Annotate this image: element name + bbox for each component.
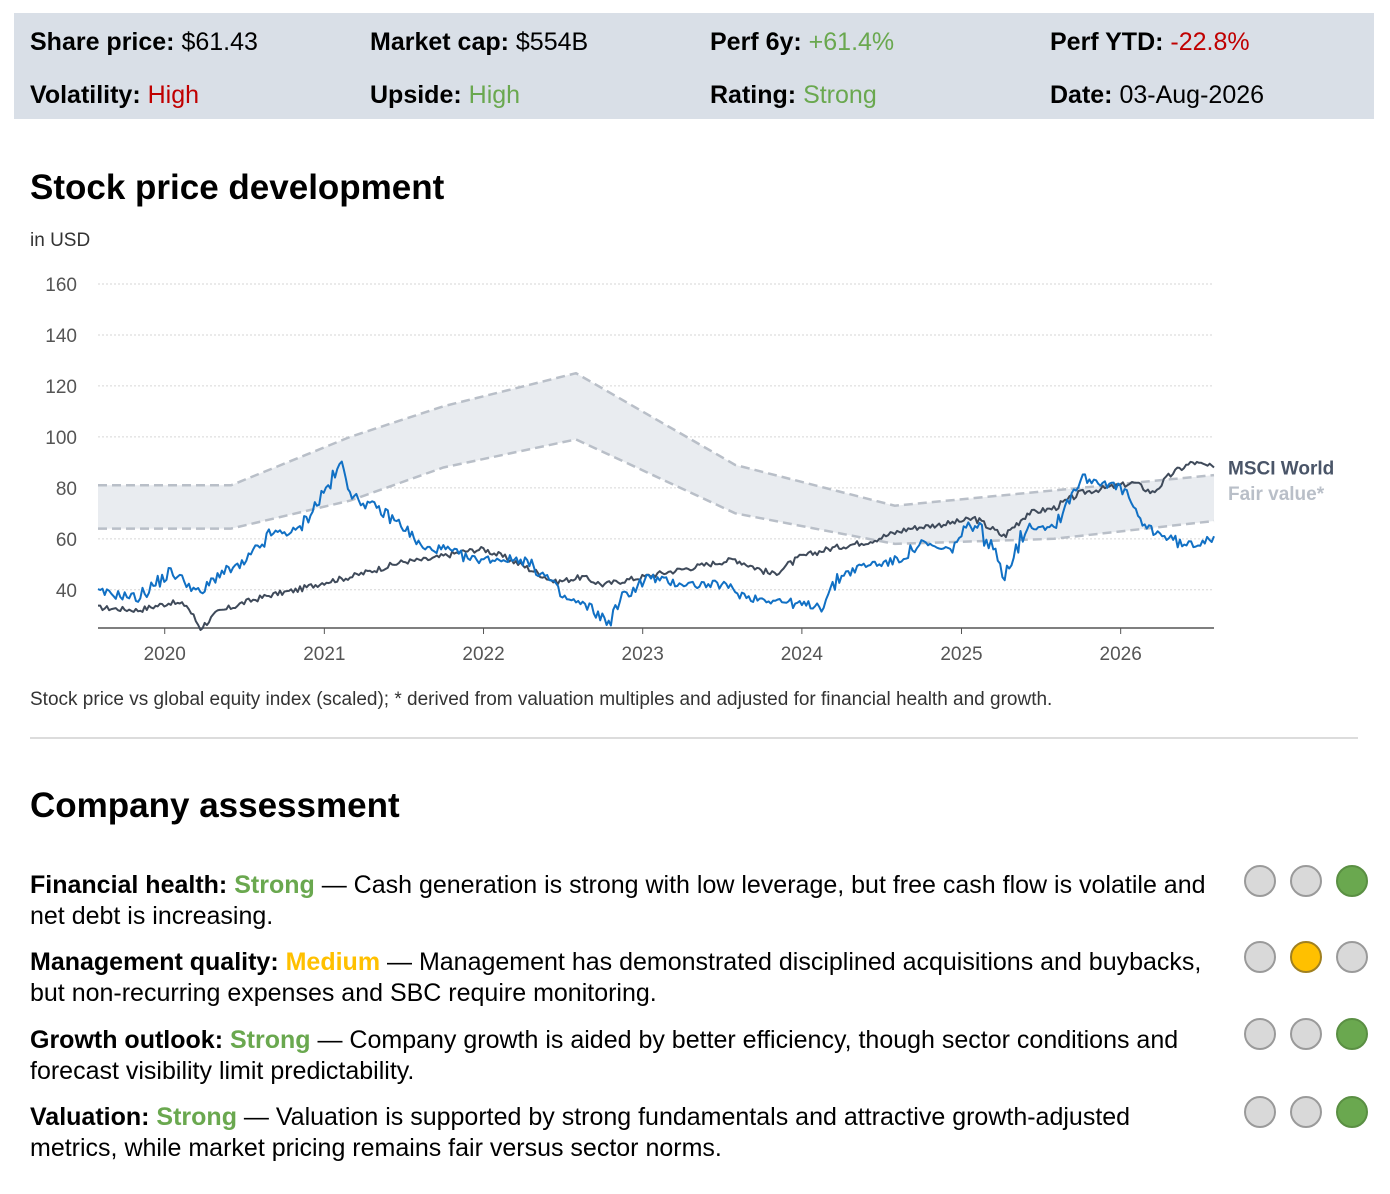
assessment-growth-outlook: Growth outlook: Strong — Company growth … — [30, 1025, 1210, 1087]
x-tick-label: 2021 — [303, 644, 345, 665]
market-cap-value: $554B — [515, 28, 589, 56]
rating-stat: Rating: Strong — [710, 80, 877, 110]
perf-ytd-value: -22.8% — [1170, 28, 1250, 56]
assessment-financial-health: Financial health: Strong — Cash generati… — [30, 870, 1210, 932]
y-tick-label: 160 — [45, 275, 77, 296]
section-divider — [30, 737, 1358, 739]
market-cap-stat: Market cap: $554B — [370, 27, 588, 57]
assessment-label: Growth outlook: — [30, 1026, 224, 1054]
chart-unit-label: in USD — [30, 230, 91, 251]
y-tick-label: 120 — [45, 377, 77, 398]
upside-stat: Upside: High — [370, 80, 520, 110]
date-value: 03-Aug-2026 — [1119, 81, 1265, 109]
perf-ytd-stat: Perf YTD: -22.8% — [1050, 27, 1250, 57]
rating-dot-1 — [1244, 865, 1276, 897]
assessment-label: Management quality: — [30, 948, 279, 976]
x-tick-label: 2020 — [144, 644, 186, 665]
assessment-valuation: Valuation: Strong — Valuation is support… — [30, 1102, 1210, 1164]
assessment-text: — Company growth is aided by better effi… — [30, 1026, 1179, 1085]
legend-fair-value: Fair value* — [1228, 484, 1325, 505]
volatility-stat: Volatility: High — [30, 80, 199, 110]
fair-value-upper-line — [98, 371, 1215, 507]
assessment-management-quality: Management quality: Medium — Management … — [30, 947, 1210, 1009]
volatility-label: Volatility: — [30, 81, 141, 109]
y-tick-label: 80 — [56, 479, 77, 500]
rating-dot-3-active — [1336, 1096, 1368, 1128]
perf-6y-stat: Perf 6y: +61.4% — [710, 27, 894, 57]
stock-price-chart: 40 60 80 100 120 140 160 2020 2021 2022 2023 2024 20… — [45, 275, 1334, 665]
upside-label: Upside: — [370, 81, 462, 109]
assessment-rating: Strong — [234, 871, 315, 899]
assessment-rating: Strong — [156, 1103, 237, 1131]
chart-section-title: Stock price development — [30, 168, 445, 207]
msci-world-line — [98, 460, 1215, 631]
rating-dot-2-active — [1290, 941, 1322, 973]
assessment-label: Valuation: — [30, 1103, 150, 1131]
rating-dot-2 — [1290, 1018, 1322, 1050]
rating-dot-1 — [1244, 1096, 1276, 1128]
rating-label: Rating: — [710, 81, 797, 109]
rating-dot-3 — [1336, 941, 1368, 973]
assessment-text: — Cash generation is strong with low lev… — [30, 871, 1206, 930]
rating-dot-3-active — [1336, 1018, 1368, 1050]
rating-dot-3-active — [1336, 865, 1368, 897]
assessment-text: — Management has demonstrated discipline… — [30, 948, 1202, 1007]
y-tick-label: 140 — [45, 326, 77, 347]
date-label: Date: — [1050, 81, 1113, 109]
perf-6y-label: Perf 6y: — [710, 28, 802, 56]
assessment-rating: Strong — [229, 1026, 311, 1054]
rating-dot-1 — [1244, 1018, 1276, 1050]
assessment-rating: Medium — [285, 948, 381, 976]
x-tick-label: 2024 — [781, 644, 824, 665]
assessment-label: Financial health: — [30, 871, 228, 899]
fair-value-lower-line — [98, 438, 1215, 546]
upside-value: High — [468, 81, 521, 109]
rating-value: Strong — [803, 81, 877, 109]
y-tick-label: 40 — [56, 581, 77, 602]
assessment-text: — Valuation is supported by strong funda… — [30, 1103, 1131, 1162]
y-tick-label: 60 — [56, 530, 77, 551]
y-tick-label: 100 — [45, 428, 77, 449]
assessment-title: Company assessment — [30, 786, 400, 825]
rating-dot-1 — [1244, 941, 1276, 973]
share-price-value: $61.43 — [181, 28, 258, 56]
share-price-label: Share price: — [30, 28, 175, 56]
market-cap-label: Market cap: — [370, 28, 509, 56]
date-stat: Date: 03-Aug-2026 — [1050, 80, 1264, 110]
x-tick-label: 2022 — [462, 644, 504, 665]
x-tick-label: 2026 — [1100, 644, 1142, 665]
rating-dot-2 — [1290, 1096, 1322, 1128]
key-stats-panel: Share price: $61.43 Market cap: $554B Pe… — [14, 13, 1374, 119]
stock-price-line — [97, 460, 1215, 627]
chart-caption: Stock price vs global equity index (scal… — [30, 689, 1053, 710]
x-tick-label: 2025 — [940, 644, 982, 665]
rating-dot-2 — [1290, 865, 1322, 897]
x-tick-label: 2023 — [622, 644, 664, 665]
legend-msci-world: MSCI World — [1228, 458, 1334, 479]
fair-value-band — [98, 373, 1214, 544]
perf-ytd-label: Perf YTD: — [1050, 28, 1164, 56]
perf-6y-value: +61.4% — [808, 28, 895, 56]
share-price-stat: Share price: $61.43 — [30, 27, 258, 57]
volatility-value: High — [147, 81, 200, 109]
